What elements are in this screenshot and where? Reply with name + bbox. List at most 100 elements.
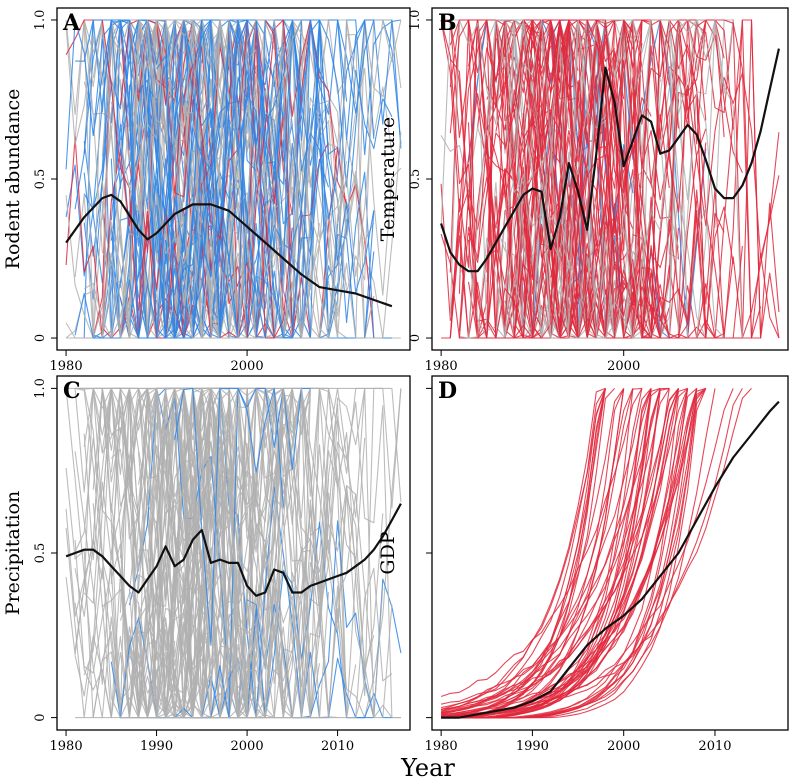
panel-a-series-line: [128, 32, 203, 322]
panel-a: A Rodent abundance 0 0.5 1.0 1980 2000: [2, 7, 411, 374]
panel-b: B Temperature 0 0.5 1.0 1980 2000: [377, 7, 789, 374]
panel-b-series-line: [531, 19, 652, 339]
panel-c-series-line: [92, 387, 330, 675]
panel-b-series-line: [486, 124, 552, 339]
panel-a-series-line: [75, 19, 311, 339]
panel-c-ylabel: Precipitation: [2, 491, 24, 615]
panel-d-series-line: [441, 388, 707, 719]
panel-d-series-line: [440, 388, 661, 705]
panel-c: C Precipitation 0 0.5 1.0 1980 1990 2000 2010: [2, 375, 411, 754]
panel-c-xtick-label: 1980: [50, 739, 83, 754]
panel-b-ytick-label: 0.5: [408, 169, 423, 190]
panel-a-series-line: [137, 19, 338, 339]
panel-b-series-line: [522, 19, 743, 339]
panel-b-series-line: [467, 19, 706, 339]
panel-a-series-line: [174, 41, 266, 339]
panel-d-series-line: [441, 387, 707, 719]
panel-b-ylabel: Temperature: [377, 117, 399, 241]
panel-c-xtick-label: 2000: [231, 739, 264, 754]
panel-d-series-line: [441, 387, 688, 719]
panel-c-axes: 0 0.5 1.0 1980 1990 2000 2010: [33, 378, 354, 754]
panel-a-series-line: [128, 19, 257, 339]
panel-c-xtick-label: 2010: [321, 739, 354, 754]
panel-b-series-line: [550, 115, 698, 339]
panel-c-traces: [65, 387, 402, 719]
panel-c-label: C: [63, 378, 81, 404]
panel-b-xtick-label: 1980: [425, 359, 458, 374]
panel-a-label: A: [62, 10, 81, 36]
panel-d-series-line: [441, 388, 625, 719]
panel-a-series-line: [156, 19, 302, 339]
panel-a-axes: 0 0.5 1.0 1980 2000: [33, 10, 264, 374]
panel-c-series-line: [183, 387, 401, 719]
panel-b-series-line: [559, 19, 707, 339]
panel-d-series-line: [441, 388, 670, 710]
panel-a-series-line: [165, 19, 375, 296]
panel-a-ylabel: Rodent abundance: [2, 89, 24, 270]
panel-b-label: B: [438, 10, 457, 36]
panel-a-series-line: [92, 19, 302, 339]
panel-d-series-line: [441, 388, 606, 719]
panel-b-trend-line: [440, 48, 780, 273]
panel-d-series-line: [441, 388, 606, 715]
panel-d-series-line: [441, 388, 652, 712]
panel-a-traces: [65, 19, 402, 339]
panel-d-trend-line: [441, 400, 780, 719]
panel-a-series-line: [156, 19, 402, 339]
panel-d-series-line: [441, 388, 689, 711]
panel-a-series-line: [65, 19, 140, 339]
panel-c-trend-line: [65, 503, 402, 597]
panel-a-series-line: [183, 273, 266, 339]
panel-c-series-line: [165, 387, 284, 719]
panel-d-series-line: [441, 388, 698, 716]
panel-c-ytick-label: 0: [33, 713, 48, 721]
panel-d-xtick-label: 2010: [698, 739, 731, 754]
panel-d-series-line: [441, 387, 706, 718]
panel-a-ytick-label: 1.0: [33, 10, 48, 31]
panel-b-ytick-label: 0: [408, 334, 423, 342]
panel-b-traces: [440, 19, 780, 339]
panel-d-xtick-label: 1980: [425, 739, 458, 754]
panel-a-series-line: [119, 136, 248, 339]
panel-a-trend-line: [65, 193, 393, 308]
panel-d-series-line: [441, 387, 707, 719]
panel-d-series-line: [440, 388, 606, 711]
panel-d-xtick-label: 1990: [516, 739, 549, 754]
panel-d: D GDP 1980 1990 2000 2010: [377, 375, 789, 754]
panel-d-xtick-label: 2000: [607, 739, 640, 754]
panel-d-series-line: [441, 387, 670, 719]
figure-xlabel: Year: [400, 754, 455, 782]
panel-d-series-line: [441, 388, 689, 719]
panel-b-series-line: [440, 19, 634, 339]
panel-c-series-line: [74, 568, 184, 719]
panel-a-ytick-label: 0: [33, 334, 48, 342]
panel-d-series-line: [441, 388, 689, 719]
panel-a-series-line: [156, 55, 212, 339]
panel-d-series-line: [441, 388, 707, 719]
panel-d-series-line: [441, 388, 680, 719]
panel-d-label: D: [438, 378, 457, 404]
panel-a-xtick-label: 2000: [231, 359, 264, 374]
panel-c-ytick-label: 1.0: [33, 378, 48, 399]
panel-a-series-line: [65, 19, 257, 339]
panel-c-xtick-label: 1990: [140, 739, 173, 754]
panel-b-series-line: [513, 19, 761, 339]
panel-c-series-line: [110, 503, 248, 719]
panel-b-series-line: [513, 19, 743, 339]
panel-d-series-line: [441, 388, 689, 719]
panel-c-series-line: [120, 387, 220, 719]
panel-b-series-line: [486, 19, 725, 339]
panel-a-xtick-label: 1980: [50, 359, 83, 374]
panel-b-xtick-label: 2000: [607, 359, 640, 374]
panel-b-series-line: [504, 109, 597, 339]
panel-b-ytick-label: 1.0: [408, 10, 423, 31]
panel-a-ytick-label: 0.5: [33, 169, 48, 190]
panel-d-ylabel: GDP: [377, 531, 399, 574]
panel-d-traces: [440, 387, 752, 719]
panel-d-series-line: [441, 388, 625, 714]
panel-c-series-line: [174, 387, 284, 646]
panel-d-axes: 1980 1990 2000 2010: [425, 387, 732, 754]
panel-d-series-line: [441, 388, 679, 713]
panel-c-series-line: [165, 387, 357, 719]
